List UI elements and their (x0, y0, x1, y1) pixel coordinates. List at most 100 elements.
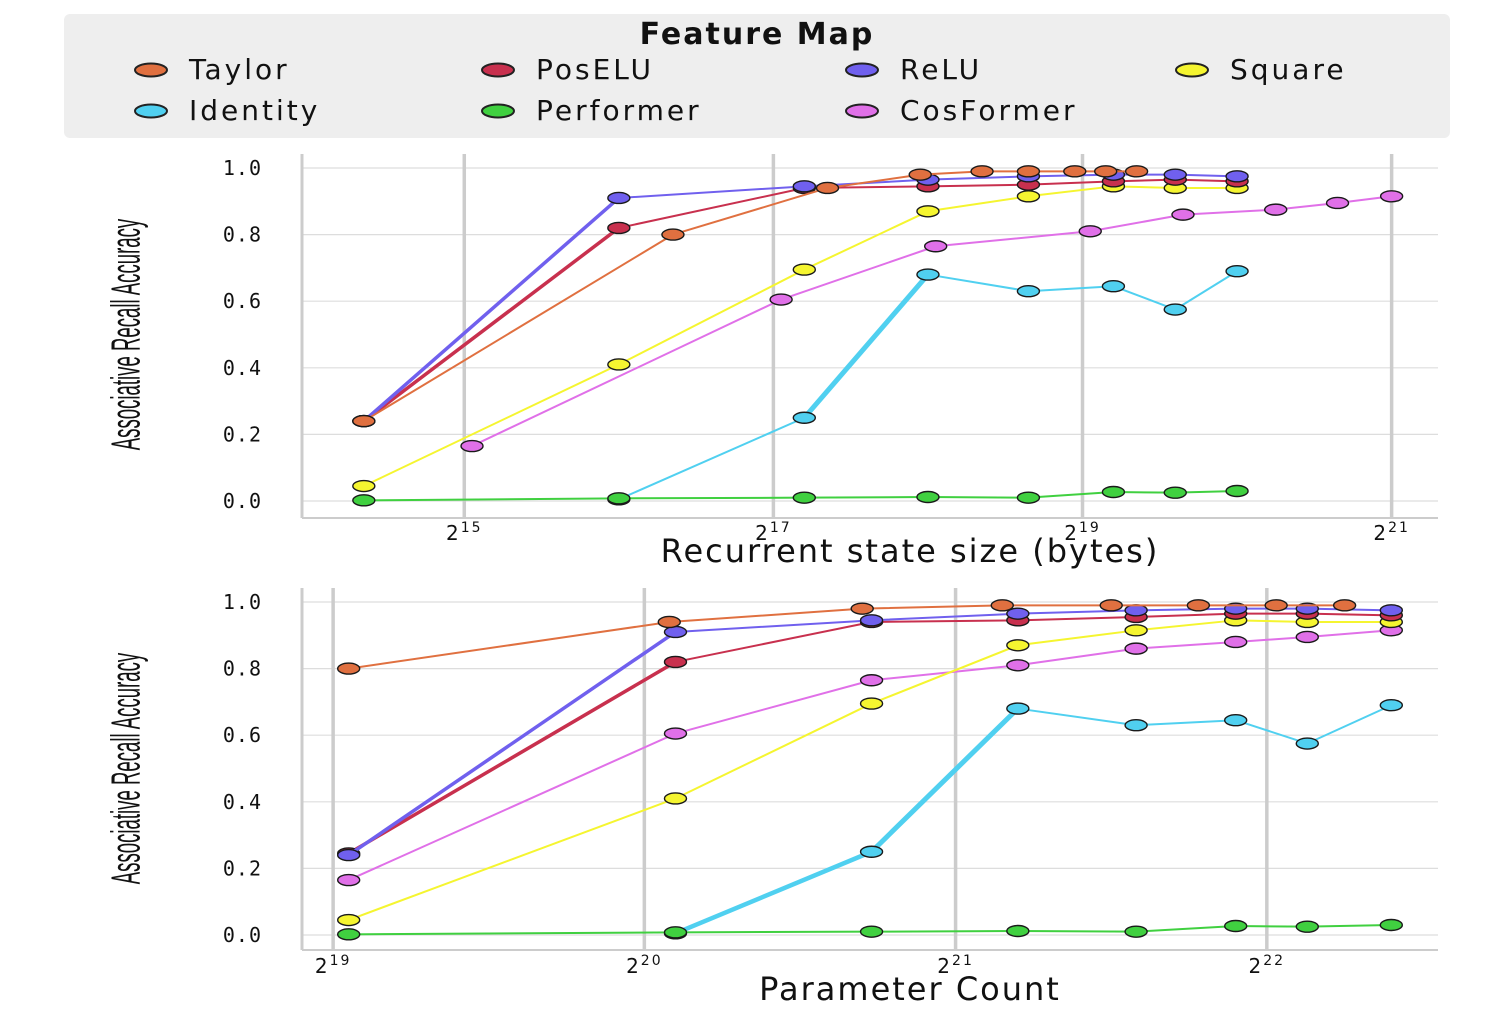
series-line-segment-taylor (826, 173, 922, 189)
data-point-taylor (815, 181, 840, 195)
data-point-relu (1006, 607, 1030, 620)
legend-label-identity: Identity (189, 94, 320, 127)
legend-background (64, 14, 1450, 138)
data-point-square (607, 358, 631, 371)
series-line-segment-relu (362, 196, 621, 423)
data-point-performer (859, 925, 884, 938)
x-axis-title: Recurrent state size (bytes) (661, 532, 1160, 570)
data-point-cosformer (769, 293, 793, 306)
series-line-segment-identity (1135, 719, 1237, 727)
x-tick-label: 222 (1249, 953, 1286, 978)
x-tick-label: 219 (315, 953, 352, 978)
series-line-segment-square (926, 195, 1030, 213)
data-point-taylor (970, 165, 994, 178)
series-line-segment-identity (869, 706, 1021, 855)
data-point-identity (792, 411, 817, 424)
data-point-square (663, 792, 688, 805)
data-point-identity (1223, 714, 1248, 727)
panel-parameter-count: 0.0 0.2 0.4 0.6 0.8 1.0 219 220 221 222 Parameter … (102, 588, 1438, 1008)
series-line-segment-poselu (1027, 180, 1115, 186)
series-cosformer (460, 190, 1404, 453)
series-line-segment-identity (801, 272, 931, 421)
x-tick-label: 221 (1373, 520, 1410, 545)
series-line-segment-performer (1027, 491, 1115, 499)
series-line-segment-poselu (346, 660, 678, 856)
y-tick-label: 0.0 (223, 923, 262, 947)
series-cosformer (336, 624, 1404, 887)
series-line-segment-identity (1234, 719, 1309, 745)
series-line-segment-square (870, 644, 1019, 705)
x-axis-title: Parameter Count (759, 970, 1061, 1008)
data-point-square (336, 913, 361, 927)
legend-label-poselu: PosELU (536, 53, 654, 86)
series-line-segment-cosformer (471, 298, 783, 448)
data-point-cosformer (1325, 196, 1350, 210)
y-tick-label: 0.6 (223, 723, 262, 747)
series-taylor (336, 599, 1357, 675)
series-line-segment-cosformer (870, 664, 1019, 682)
series-taylor (352, 165, 1149, 428)
data-point-performer (1295, 920, 1319, 933)
y-tick-label: 0.2 (223, 422, 262, 446)
series-line-segment-identity (1174, 270, 1239, 311)
series-line-segment-relu (1135, 607, 1237, 612)
data-point-cosformer (1295, 630, 1319, 644)
data-point-taylor (1186, 599, 1211, 612)
data-point-identity (1163, 303, 1187, 316)
x-tick-label: 220 (626, 953, 663, 978)
data-point-relu (1163, 168, 1187, 181)
series-line-segment-performer (1016, 930, 1138, 933)
data-point-taylor (352, 414, 376, 428)
legend-label-cosformer: CosFormer (900, 94, 1078, 127)
data-point-relu (859, 614, 884, 627)
legend-marker-identity (134, 103, 168, 119)
series-line-segment-poselu (1016, 615, 1138, 622)
data-point-performer (663, 926, 688, 939)
data-point-cosformer (923, 240, 948, 253)
series-line-segment-cosformer (1234, 635, 1309, 643)
data-point-relu (792, 180, 817, 193)
series-performer (352, 484, 1249, 507)
data-point-performer (1225, 484, 1249, 498)
data-point-identity (916, 268, 940, 281)
data-point-performer (1163, 486, 1187, 499)
legend-marker-performer (481, 103, 515, 119)
series-line-segment-square (1027, 185, 1115, 198)
series-square (352, 180, 1249, 493)
data-point-relu (1124, 604, 1148, 617)
data-point-cosformer (336, 873, 361, 887)
series-line-segment-poselu (870, 619, 1019, 623)
data-point-square (859, 697, 884, 710)
data-point-identity (859, 845, 884, 858)
data-point-performer (1006, 924, 1030, 938)
data-point-taylor (1264, 599, 1288, 612)
data-point-cosformer (1223, 635, 1248, 649)
data-point-performer (1223, 919, 1248, 933)
legend-marker-relu (845, 62, 879, 78)
legend-label-relu: ReLU (900, 53, 982, 86)
data-point-performer (352, 494, 376, 507)
data-point-taylor (1094, 165, 1118, 178)
series-line-segment-taylor (362, 233, 674, 423)
data-point-relu (1225, 170, 1249, 183)
series-line-segment-relu (617, 185, 806, 199)
series-line-segment-performer (362, 497, 620, 502)
series-line-segment-relu (1016, 609, 1138, 615)
data-point-taylor (336, 662, 361, 675)
data-point-identity (1016, 285, 1041, 298)
legend-label-square: Square (1230, 53, 1347, 86)
data-point-cosformer (859, 674, 884, 687)
data-point-taylor (1063, 165, 1087, 178)
x-tick-label: 219 (1064, 520, 1101, 545)
legend-label-taylor: Taylor (188, 53, 290, 86)
data-point-square (352, 479, 376, 493)
data-point-performer (792, 491, 817, 504)
data-point-cosformer (1379, 190, 1404, 203)
series-performer (336, 918, 1404, 941)
data-point-identity (1006, 702, 1030, 715)
panel-state-size: 0.0 0.2 0.4 0.6 0.8 1.0 215 217 219 221 Recurrent … (102, 154, 1438, 570)
series-line-segment-identity (926, 273, 1030, 293)
series-line-segment-poselu (1135, 612, 1237, 618)
series-line-segment-performer (870, 930, 1019, 933)
